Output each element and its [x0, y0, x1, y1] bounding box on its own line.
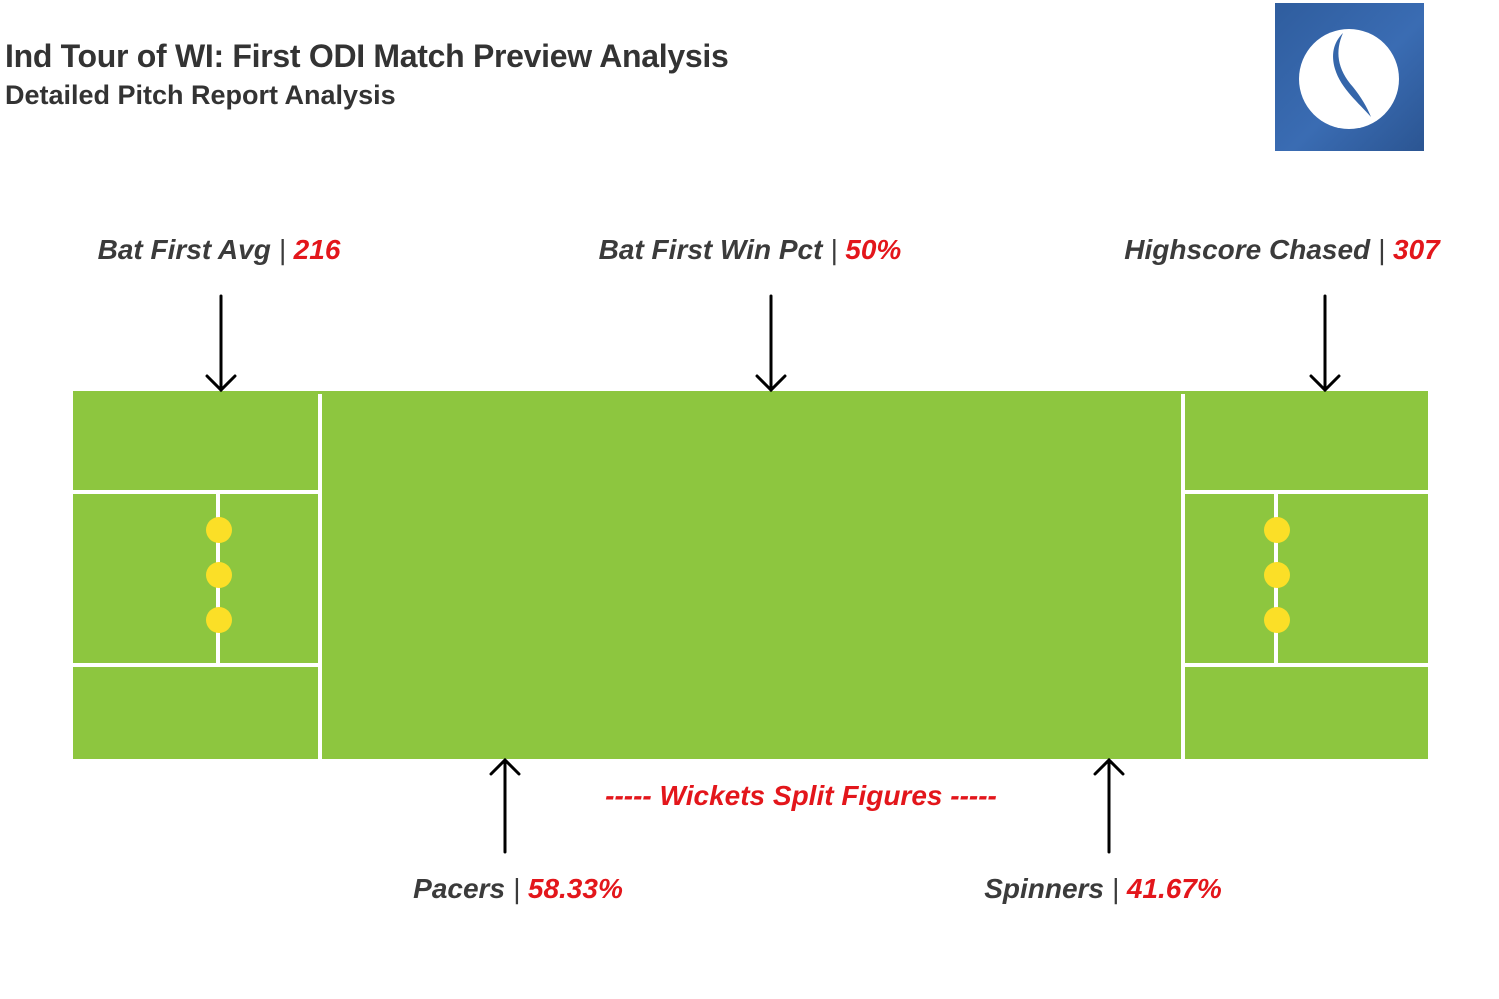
stat-separator: |	[830, 234, 838, 265]
highscore-chased-stat: Highscore Chased | 307	[1124, 234, 1439, 266]
stat-label: Pacers	[413, 873, 506, 904]
stump-right-1	[1264, 517, 1290, 543]
stat-value: 307	[1392, 234, 1440, 265]
page-title: Ind Tour of WI: First ODI Match Preview …	[5, 38, 729, 74]
stat-label: Highscore Chased	[1124, 234, 1371, 265]
bat-first-avg-stat: Bat First Avg | 216	[98, 234, 341, 266]
arrow-down-icon	[755, 294, 787, 393]
wickets-split-caption: ----- Wickets Split Figures -----	[605, 780, 997, 811]
stump-left-3	[206, 607, 232, 633]
stat-value: 58.33%	[527, 873, 623, 904]
arrow-down-icon	[205, 294, 237, 393]
stat-label: Bat First Avg	[97, 234, 271, 265]
arrow-up-icon	[489, 757, 521, 854]
cricket-ball-logo-icon	[1275, 3, 1424, 151]
stat-label: Spinners	[984, 873, 1104, 904]
stump-left-1	[206, 517, 232, 543]
stat-separator: |	[278, 234, 286, 265]
stat-separator: |	[1111, 873, 1120, 904]
arrow-up-icon	[1093, 757, 1125, 854]
stat-label: Bat First Win Pct	[598, 234, 823, 265]
stat-separator: |	[1377, 234, 1386, 265]
stat-separator: |	[512, 873, 521, 904]
stat-value: 41.67%	[1126, 873, 1222, 904]
bat-first-win-pct-stat: Bat First Win Pct | 50%	[599, 234, 902, 266]
arrow-down-icon	[1309, 294, 1341, 393]
stump-right-3	[1264, 607, 1290, 633]
pacers-stat: Pacers | 58.33%	[413, 873, 623, 905]
stat-value: 216	[293, 234, 341, 265]
stump-left-2	[206, 562, 232, 588]
stump-right-2	[1264, 562, 1290, 588]
pitch-field	[73, 391, 1428, 759]
page-subtitle: Detailed Pitch Report Analysis	[5, 80, 396, 110]
stat-value: 50%	[845, 234, 902, 265]
spinners-stat: Spinners | 41.67%	[984, 873, 1222, 905]
